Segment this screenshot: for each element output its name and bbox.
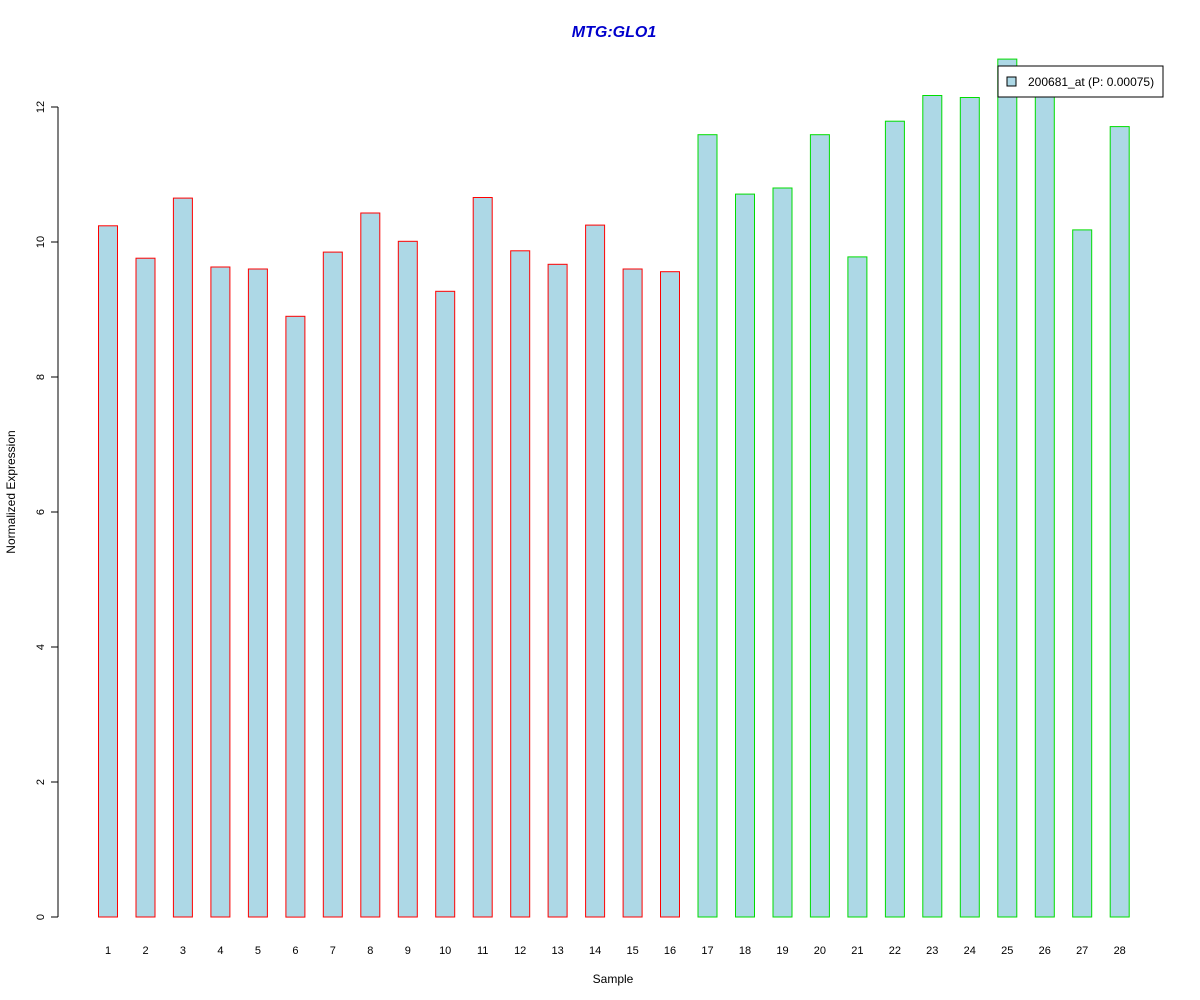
bar — [547, 263, 568, 918]
x-tick-label: 1 — [105, 945, 111, 957]
legend: 200681_at (P: 0.00075) — [997, 65, 1164, 98]
x-tick-label: 20 — [814, 945, 826, 957]
bar — [884, 120, 905, 918]
bar — [847, 256, 868, 918]
bar — [472, 197, 493, 918]
bar — [360, 212, 381, 918]
x-tick-label: 2 — [142, 945, 148, 957]
x-tick-label: 13 — [551, 945, 563, 957]
bar — [735, 193, 755, 918]
x-tick-label: 23 — [926, 945, 938, 957]
x-tick-label: 18 — [739, 945, 751, 957]
x-tick-label: 28 — [1114, 945, 1126, 957]
y-tick-label: 4 — [35, 644, 47, 650]
bar — [210, 266, 231, 918]
x-tick-label: 15 — [626, 945, 638, 957]
y-tick-label: 6 — [35, 509, 47, 515]
legend-box — [997, 65, 1164, 98]
legend-swatch — [1006, 76, 1017, 87]
x-tick-label: 4 — [217, 945, 223, 957]
x-tick-label: 26 — [1039, 945, 1051, 957]
x-tick-label: 21 — [851, 945, 863, 957]
bar — [959, 97, 980, 918]
x-tick-labels: 1 2 3 4 5 6 7 8 9 10 11 12 13 14 15 16 17 18 19 20 21 22 23 24 2… — [105, 945, 1126, 957]
x-tick-label: 14 — [589, 945, 601, 957]
chart-title: MTG:GLO1 — [572, 24, 657, 41]
y-tick-label: 0 — [35, 914, 47, 920]
bar — [585, 224, 606, 918]
bar — [247, 268, 268, 918]
y-axis: 0 2 4 6 8 10 12 — [35, 101, 59, 920]
x-tick-label: 22 — [889, 945, 901, 957]
x-axis-label: Sample — [593, 972, 634, 986]
y-tick-label: 10 — [35, 236, 47, 248]
bar — [1072, 229, 1093, 918]
legend-label: 200681_at (P: 0.00075) — [1028, 75, 1154, 89]
bar — [772, 187, 793, 918]
x-tick-label: 19 — [776, 945, 788, 957]
x-tick-label: 17 — [701, 945, 713, 957]
bar — [285, 315, 306, 918]
bar — [1109, 126, 1130, 918]
x-tick-label: 5 — [255, 945, 261, 957]
y-tick-label: 12 — [35, 101, 47, 113]
x-tick-label: 6 — [292, 945, 298, 957]
y-tick-label: 2 — [35, 779, 47, 785]
bar — [997, 58, 1018, 918]
x-tick-label: 7 — [330, 945, 336, 957]
bar — [660, 271, 680, 918]
bar — [435, 290, 456, 918]
y-tick-label: 8 — [35, 374, 47, 380]
x-tick-label: 25 — [1001, 945, 1013, 957]
bar — [172, 197, 193, 918]
x-tick-label: 24 — [964, 945, 976, 957]
bars-group — [98, 58, 1130, 918]
bar — [397, 240, 418, 918]
y-axis-label: Normalized Expression — [4, 430, 18, 553]
bar — [922, 95, 943, 918]
bar — [135, 257, 156, 918]
x-tick-label: 16 — [664, 945, 676, 957]
x-tick-label: 11 — [477, 945, 488, 957]
x-tick-label: 9 — [405, 945, 411, 957]
bar — [510, 250, 531, 918]
x-tick-label: 10 — [439, 945, 451, 957]
x-tick-label: 8 — [367, 945, 373, 957]
bar — [98, 225, 118, 918]
bar — [809, 134, 830, 918]
bar — [1034, 88, 1055, 918]
x-tick-label: 3 — [180, 945, 186, 957]
bar — [697, 134, 718, 918]
bar — [622, 268, 643, 918]
x-tick-label: 27 — [1076, 945, 1088, 957]
bar — [322, 251, 343, 918]
x-tick-label: 12 — [514, 945, 526, 957]
